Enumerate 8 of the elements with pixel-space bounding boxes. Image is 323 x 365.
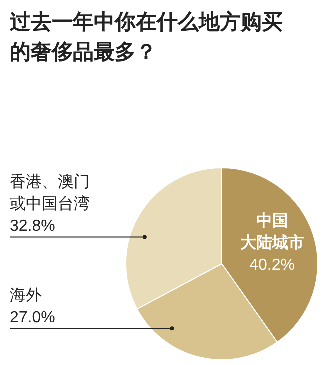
slice-label: 香港、澳门或中国台湾 bbox=[10, 173, 90, 214]
slice: 中国大陆城市 40.2% bbox=[222, 168, 318, 343]
slice-label: 中国大陆城市 bbox=[240, 212, 304, 252]
data-label: 32.8% bbox=[10, 218, 56, 236]
data-label: 27.0% bbox=[10, 310, 56, 327]
chart-title: 过去一年中你在什么地方购买的奢侈品最多？ bbox=[10, 10, 284, 66]
data-label: 40.2% bbox=[250, 257, 296, 274]
slice-label: 海外 bbox=[10, 288, 42, 305]
